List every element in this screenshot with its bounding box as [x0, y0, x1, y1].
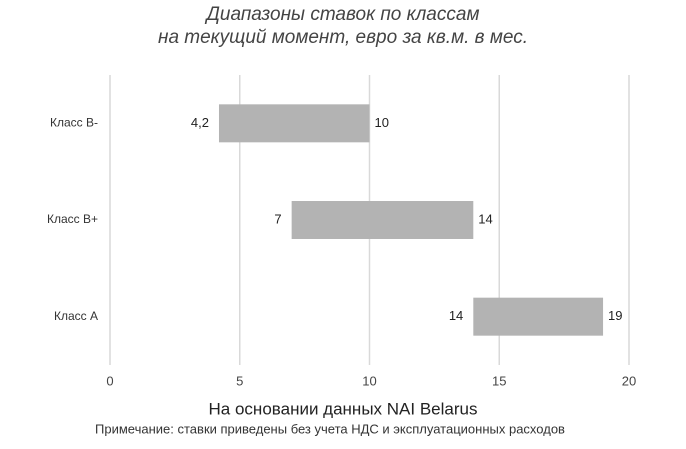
note: Примечание: ставки приведены без учета Н… — [95, 421, 565, 436]
source: На основании данных NAI Belarus — [209, 399, 478, 418]
bar — [291, 201, 474, 239]
y-tick-label: Класс B- — [50, 116, 98, 130]
y-tick-label: Класс A — [54, 309, 98, 323]
data-label: 14 — [449, 308, 463, 323]
data-label: 19 — [608, 308, 622, 323]
data-label: 4,2 — [191, 115, 209, 130]
chart-title: на текущий момент, евро за кв.м. в мес. — [158, 27, 528, 48]
data-label: 10 — [375, 115, 389, 130]
data-label: 14 — [478, 211, 492, 226]
x-tick-label: 0 — [106, 373, 113, 388]
bar — [473, 297, 604, 336]
chart-title: Диапазоны ставок по классам — [205, 4, 480, 25]
x-tick-label: 5 — [236, 373, 243, 388]
x-tick-label: 10 — [362, 373, 376, 388]
x-tick-label: 15 — [492, 373, 506, 388]
x-tick-label: 20 — [622, 373, 636, 388]
bar — [218, 104, 370, 143]
y-tick-label: Класс B+ — [47, 212, 98, 226]
data-label: 7 — [274, 211, 281, 226]
